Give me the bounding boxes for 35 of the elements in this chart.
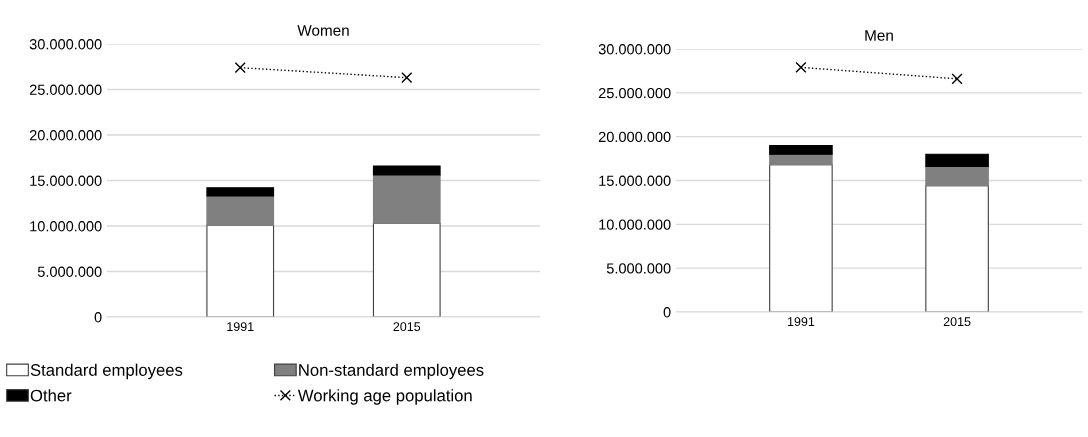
y-tick-label: 25.000.000 (598, 87, 671, 99)
bar (206, 187, 275, 197)
y-tick-label: 20.000.000 (29, 130, 102, 141)
legend-label: Non-standard employees (299, 363, 484, 380)
y-tick-label: 15.000.000 (30, 175, 102, 186)
x-tick-label: 1991 (787, 317, 815, 327)
y-tick-label: 15.000.000 (599, 175, 671, 186)
bar (769, 144, 833, 155)
y-tick-label: 10.000.000 (30, 221, 102, 232)
y-tick-label: 20.000.000 (598, 131, 671, 143)
y-tick-label: 30.000.000 (598, 44, 671, 55)
bar (372, 174, 441, 224)
x-tick-label: 1991 (227, 322, 254, 332)
bar (372, 222, 441, 317)
x-tick-label: 2015 (393, 322, 421, 332)
bar (372, 165, 441, 176)
chart-title: Women (297, 25, 349, 36)
bar (206, 195, 275, 226)
bar (925, 185, 989, 312)
x-tick-label: 2015 (943, 317, 971, 327)
y-tick-label: 30.000.000 (29, 39, 102, 50)
legend-label: Other (30, 389, 72, 402)
y-tick-label: 5.000.000 (606, 263, 671, 274)
y-tick-label: 0 (94, 312, 102, 323)
y-tick-label: 10.000.000 (599, 219, 671, 230)
chart-title: Men (865, 30, 893, 41)
y-tick-label: 0 (663, 307, 671, 318)
legend-label: Working age population (297, 389, 472, 405)
bar (925, 153, 989, 168)
bar (769, 164, 833, 312)
bar (925, 165, 989, 187)
y-tick-label: 25.000.000 (29, 84, 102, 95)
bar (206, 224, 275, 317)
legend-label: Standard employees (30, 363, 183, 380)
y-tick-label: 5.000.000 (37, 266, 102, 277)
